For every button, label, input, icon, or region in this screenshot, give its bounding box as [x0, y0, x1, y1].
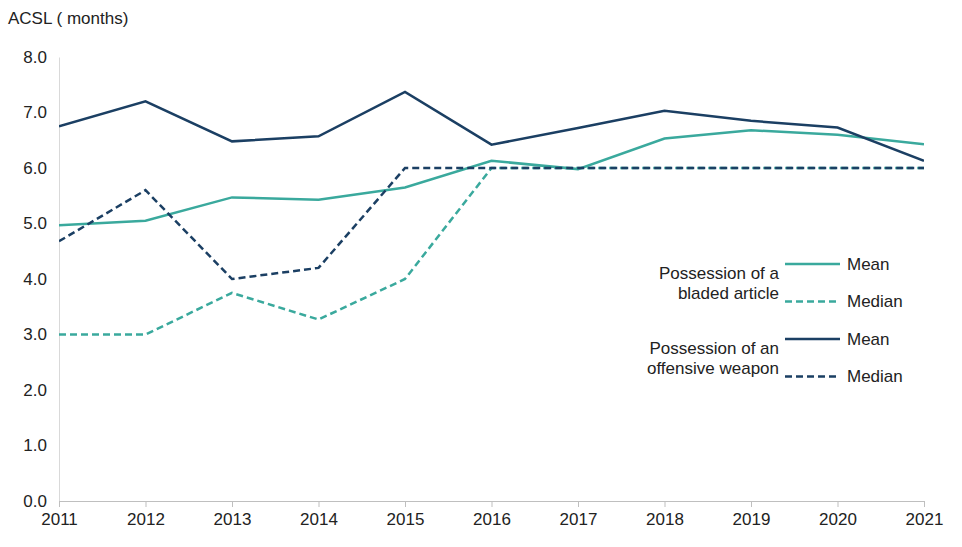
y-tick: 0.0 — [23, 492, 59, 511]
x-tick-mark — [924, 501, 925, 507]
x-tick-mark — [146, 501, 147, 507]
x-tick: 2013 — [214, 501, 252, 529]
x-tick-mark — [751, 501, 752, 507]
x-tick: 2019 — [733, 501, 771, 529]
y-axis-title: ACSL ( months) — [8, 9, 128, 28]
x-tick: 2016 — [473, 501, 511, 529]
x-tick: 2018 — [646, 501, 684, 529]
y-tick-label: 2.0 — [23, 381, 47, 400]
x-tick-mark — [665, 501, 666, 507]
legend-swatch — [785, 338, 840, 341]
y-tick-label: 3.0 — [23, 325, 47, 344]
legend-group-label: Possession of anoffensive weapon — [647, 339, 779, 378]
x-tick-mark — [838, 501, 839, 507]
x-tick-mark — [578, 501, 579, 507]
x-tick-label: 2021 — [906, 510, 944, 529]
chart: ACSL ( months) 0.0 1.0 2.0 3.0 4.0 5.0 6.0 7.0 8.… — [0, 0, 962, 547]
legend-label: Mean — [847, 330, 890, 349]
x-tick-label: 2020 — [819, 510, 857, 529]
y-tick: 6.0 — [23, 159, 59, 178]
series-line — [59, 168, 924, 279]
x-tick-mark — [232, 501, 233, 507]
x-tick-mark — [59, 501, 60, 507]
legend-swatch — [785, 375, 840, 378]
y-tick: 1.0 — [23, 436, 59, 455]
series-line — [59, 168, 924, 335]
x-tick: 2015 — [387, 501, 425, 529]
legend: Mean Median Possession of abladed article M… — [647, 255, 903, 387]
x-tick-label: 2012 — [127, 510, 165, 529]
x-axis: 2011 2012 2013 2014 2015 2016 2017 2018 2019 2020… — [41, 501, 943, 529]
legend-swatch — [785, 263, 840, 266]
y-tick-label: 0.0 — [23, 492, 47, 511]
x-tick-label: 2019 — [733, 510, 771, 529]
x-tick-label: 2015 — [387, 510, 425, 529]
x-tick-label: 2016 — [473, 510, 511, 529]
y-tick-label: 7.0 — [23, 103, 47, 122]
x-tick: 2012 — [127, 501, 165, 529]
x-tick: 2017 — [560, 501, 598, 529]
x-tick: 2021 — [906, 501, 944, 529]
legend-label: Median — [847, 292, 903, 311]
y-axis: 0.0 1.0 2.0 3.0 4.0 5.0 6.0 7.0 8.0 — [23, 48, 59, 511]
series-line — [59, 92, 924, 161]
y-tick-label: 4.0 — [23, 270, 47, 289]
x-tick-label: 2017 — [560, 510, 598, 529]
y-tick: 4.0 — [23, 270, 59, 289]
y-axis-line — [59, 58, 60, 502]
x-tick-mark — [319, 501, 320, 507]
y-tick: 8.0 — [23, 48, 59, 67]
y-tick-label: 5.0 — [23, 214, 47, 233]
x-tick-label: 2013 — [214, 510, 252, 529]
x-tick: 2014 — [300, 501, 338, 529]
y-tick-label: 8.0 — [23, 48, 47, 67]
x-tick-label: 2014 — [300, 510, 338, 529]
legend-group-label: Possession of abladed article — [659, 264, 780, 303]
legend-label: Median — [847, 367, 903, 386]
x-tick-label: 2011 — [41, 510, 78, 529]
x-tick: 2020 — [819, 501, 857, 529]
x-tick: 2011 — [41, 501, 78, 529]
y-tick: 2.0 — [23, 381, 59, 400]
y-tick-label: 6.0 — [23, 159, 47, 178]
legend-label: Mean — [847, 255, 890, 274]
x-tick-mark — [492, 501, 493, 507]
legend-swatch — [785, 300, 840, 303]
y-tick: 3.0 — [23, 325, 59, 344]
y-tick: 7.0 — [23, 103, 59, 122]
plot-area — [59, 92, 924, 335]
y-tick-label: 1.0 — [23, 436, 47, 455]
x-tick-mark — [405, 501, 406, 507]
x-tick-label: 2018 — [646, 510, 684, 529]
y-tick: 5.0 — [23, 214, 59, 233]
